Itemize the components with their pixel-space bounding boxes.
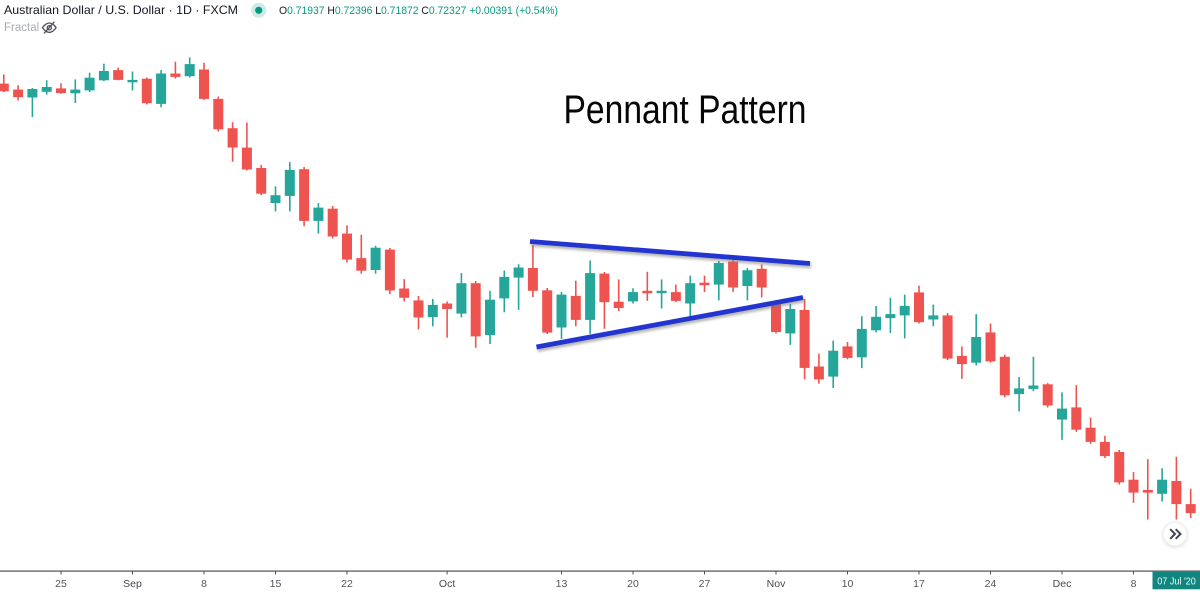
- svg-text:8: 8: [201, 578, 207, 590]
- svg-text:Dec: Dec: [1053, 578, 1072, 590]
- svg-text:Fractal: Fractal: [4, 22, 39, 34]
- svg-text:25: 25: [55, 578, 67, 590]
- svg-text:Sep: Sep: [123, 578, 142, 590]
- svg-text:24: 24: [985, 578, 997, 590]
- svg-text:20: 20: [627, 578, 639, 590]
- svg-text:Oct: Oct: [439, 578, 455, 590]
- svg-text:Nov: Nov: [767, 578, 786, 590]
- svg-text:27: 27: [699, 578, 711, 590]
- svg-text:Pennant Pattern: Pennant Pattern: [564, 88, 807, 132]
- svg-text:8: 8: [1131, 578, 1137, 590]
- svg-text:13: 13: [556, 578, 568, 590]
- svg-text:17: 17: [913, 578, 925, 590]
- svg-text:10: 10: [842, 578, 854, 590]
- svg-text:Australian Dollar / U.S. Dolla: Australian Dollar / U.S. Dollar · 1D · F…: [4, 3, 238, 17]
- svg-text:22: 22: [341, 578, 353, 590]
- svg-text:O0.71937 H0.72396 L0.71872 C0.: O0.71937 H0.72396 L0.71872 C0.72327 +0.0…: [279, 5, 558, 17]
- svg-text:15: 15: [270, 578, 282, 590]
- svg-text:07 Jul '20: 07 Jul '20: [1157, 576, 1196, 587]
